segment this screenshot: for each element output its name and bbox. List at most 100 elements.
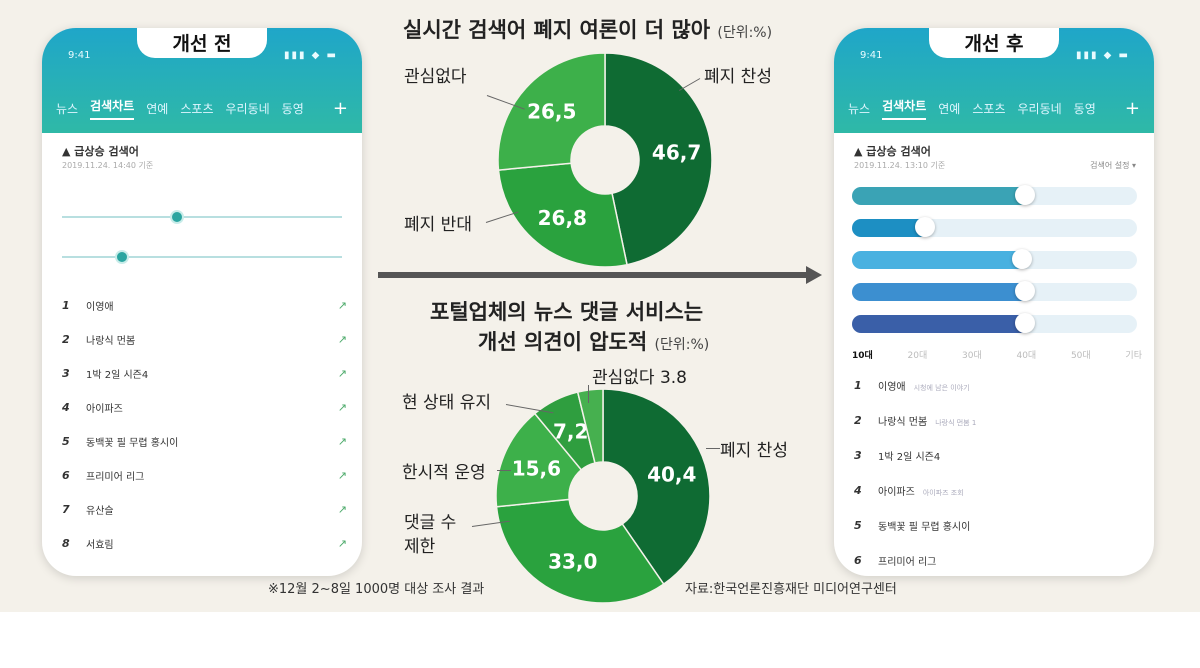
donut2-value-label-1: 33,0 [548, 549, 597, 573]
donut1-slice-1 [497, 162, 628, 268]
rank-keyword: 유산슬 [86, 505, 114, 517]
preference-sliders [852, 180, 1142, 340]
age-tab-0[interactable]: 10대 [852, 351, 873, 361]
tab-5[interactable]: 동영 [1073, 101, 1096, 116]
signal-icon: ▮▮▮ ◆ ▬ [283, 50, 338, 61]
rank-number: 1 [62, 298, 70, 312]
rank-keyword: 서효림 [86, 539, 114, 551]
donut-chart-1: 46,7 26,8 26,5 [497, 52, 713, 268]
rank-number: 6 [62, 468, 70, 482]
donut1-value-label-0: 46,7 [652, 141, 701, 165]
donut1-slice-0 [604, 52, 713, 266]
rank-description: 시청에 남은 이야기 [913, 384, 970, 392]
rank-row[interactable]: 7 유산슬 ↗ [62, 492, 347, 526]
tab-3[interactable]: 스포츠 [180, 101, 214, 116]
rank-keyword: 1박 2일 시즌4 [86, 369, 149, 381]
tab-3[interactable]: 스포츠 [972, 101, 1006, 116]
label-d2-limit-line1: 댓글 수 [404, 513, 457, 533]
rank-row[interactable]: 8 서효림 ↗ [62, 526, 347, 560]
age-tab-5[interactable]: 기타 [1125, 351, 1142, 361]
tab-2[interactable]: 연예 [938, 101, 961, 116]
label-d2-limit-line2: 제한 [404, 537, 436, 557]
donut-chart-2: 40,4 33,0 15,6 7,2 [495, 388, 711, 604]
rank-row[interactable]: 2 나랑식 먼봄 ↗ [62, 322, 347, 356]
donut2-value-label-3: 7,2 [553, 420, 588, 444]
donut2-slice-0 [602, 388, 711, 586]
tab-2[interactable]: 연예 [146, 101, 169, 116]
trend-chart-icon: ↗ [337, 468, 347, 482]
rank-number: 2 [62, 332, 70, 346]
slider-handle[interactable] [1014, 185, 1035, 205]
rank-row[interactable]: 6 프리미어 리그 ↗ [62, 458, 347, 492]
rank-keyword: 나랑식 먼봄 나랑식 먼봄 1 [878, 417, 977, 428]
rank-row[interactable]: 4 아이파즈 아이파즈 조회 [854, 473, 1139, 508]
range-slider-track[interactable] [62, 256, 342, 258]
tab-4[interactable]: 우리동네 [225, 101, 270, 116]
preference-slider[interactable] [852, 276, 1142, 308]
rank-number: 5 [62, 434, 70, 448]
leader-line [588, 385, 589, 403]
age-tab-3[interactable]: 40대 [1016, 351, 1037, 361]
rank-number: 3 [62, 366, 70, 380]
label-d2-no-interest: 관심없다 3.8 [592, 368, 687, 388]
preference-slider[interactable] [852, 308, 1142, 340]
tab-0[interactable]: 뉴스 [848, 101, 871, 116]
time-slider-handle[interactable] [170, 210, 184, 224]
rank-row[interactable]: 4 아이파즈 ↗ [62, 390, 347, 424]
age-tab-1[interactable]: 20대 [907, 351, 928, 361]
rank-row[interactable]: 1 이영애 시청에 남은 이야기 [854, 368, 1139, 403]
time-slider-track[interactable] [62, 216, 342, 218]
phone-before-header: 개선 전 9:41 ▮▮▮ ◆ ▬ 뉴스 검색차트 연예 스포츠 우리동네 동영 + [42, 28, 362, 133]
footnote: ※12월 2~8일 1000명 대상 조사 결과 [268, 582, 485, 597]
range-slider-handle[interactable] [115, 250, 129, 264]
label-d2-for: 폐지 찬성 [720, 441, 788, 461]
rank-number: 3 [854, 449, 862, 462]
rank-keyword: 프리미어 리그 [86, 471, 145, 483]
rank-number: 2 [854, 414, 862, 427]
phone-after-header: 개선 후 9:41 ▮▮▮ ◆ ▬ 뉴스 검색차트 연예 스포츠 우리동네 동영 + [834, 28, 1154, 133]
search-setting-dropdown[interactable]: 검색어 설정 ▾ [1090, 161, 1136, 170]
rank-description: 나랑식 먼봄 1 [935, 419, 977, 427]
rank-number: 7 [62, 502, 70, 516]
phone-after: 개선 후 9:41 ▮▮▮ ◆ ▬ 뉴스 검색차트 연예 스포츠 우리동네 동영 + ▲ 급… [834, 28, 1154, 576]
age-tab-2[interactable]: 30대 [962, 351, 982, 361]
trend-chart-icon: ↗ [337, 536, 347, 550]
add-tab-icon[interactable]: + [332, 97, 348, 119]
signal-icon: ▮▮▮ ◆ ▬ [1075, 50, 1130, 61]
tab-0[interactable]: 뉴스 [56, 101, 79, 116]
phone-after-title: 개선 후 [929, 28, 1059, 58]
rank-number: 4 [62, 400, 70, 414]
label-d2-temporary: 한시적 운영 [402, 463, 486, 483]
phone-before-title: 개선 전 [137, 28, 267, 58]
rank-row[interactable]: 2 나랑식 먼봄 나랑식 먼봄 1 [854, 403, 1139, 438]
slider-fill [852, 283, 1029, 301]
rank-row[interactable]: 1 이영애 ↗ [62, 288, 347, 322]
rank-row[interactable]: 3 1박 2일 시즌4 ↗ [62, 356, 347, 390]
rank-row[interactable]: 6 프리미어 리그 [854, 543, 1139, 576]
slider-handle[interactable] [1011, 249, 1032, 269]
preference-slider[interactable] [852, 212, 1142, 244]
rank-row[interactable]: 5 동백꽃 필 무렵 홍시이 ↗ [62, 424, 347, 458]
rank-row[interactable]: 3 1박 2일 시즌4 [854, 438, 1139, 473]
slider-handle[interactable] [1014, 281, 1035, 301]
slider-handle[interactable] [1014, 313, 1035, 333]
preference-slider[interactable] [852, 244, 1142, 276]
slider-handle[interactable] [914, 217, 935, 237]
rank-row[interactable]: 5 동백꽃 필 무렵 홍시이 [854, 508, 1139, 543]
section-subtitle: 2019.11.24. 14:40 기준 [62, 161, 154, 170]
tab-5[interactable]: 동영 [281, 101, 304, 116]
slider-fill [852, 219, 929, 237]
donut2-slice-1 [495, 498, 665, 604]
add-tab-icon[interactable]: + [1124, 97, 1140, 119]
age-tab-bar: 10대 20대 30대 40대 50대 기타 [852, 348, 1142, 361]
rank-keyword: 아이파즈 [86, 403, 123, 415]
donut2-slice-2 [495, 412, 583, 508]
preference-slider[interactable] [852, 180, 1142, 212]
arrow-head-icon [806, 266, 822, 284]
tab-1[interactable]: 검색차트 [882, 97, 927, 120]
tab-4[interactable]: 우리동네 [1017, 101, 1062, 116]
donut1-value-label-1: 26,8 [538, 206, 587, 230]
label-d2-status-quo: 현 상태 유지 [402, 393, 492, 413]
tab-1[interactable]: 검색차트 [90, 97, 135, 120]
age-tab-4[interactable]: 50대 [1070, 351, 1091, 361]
